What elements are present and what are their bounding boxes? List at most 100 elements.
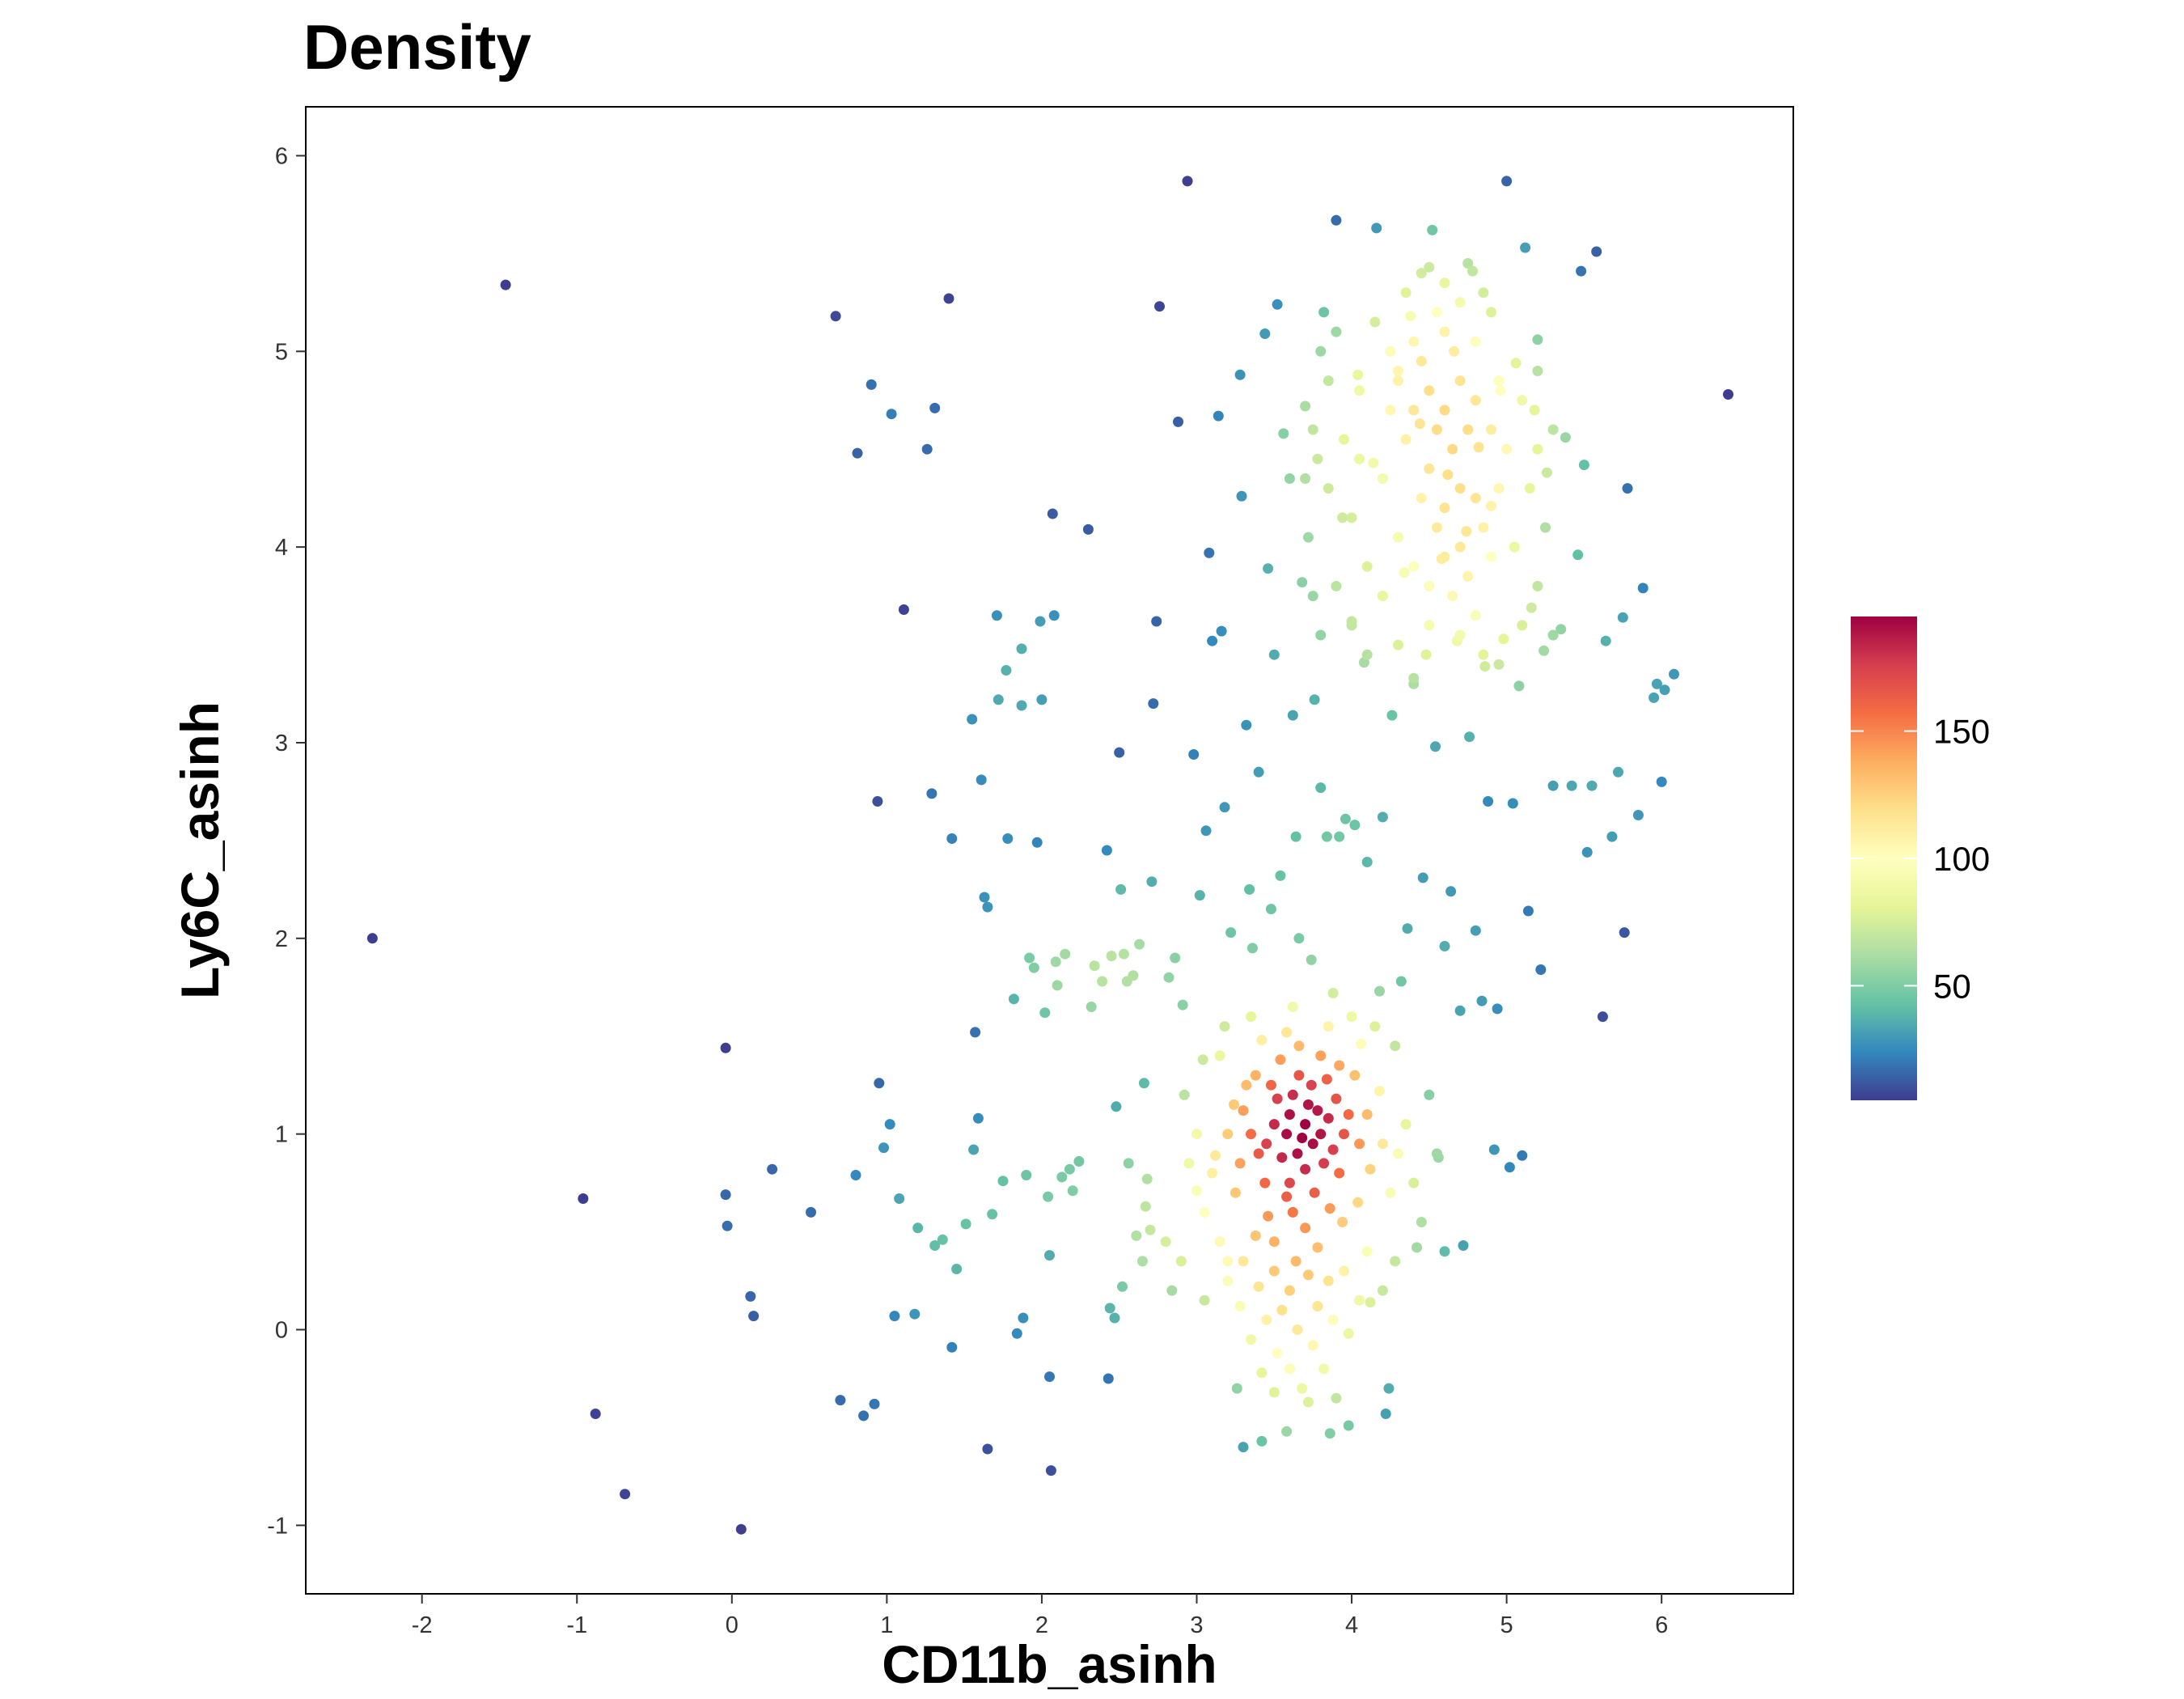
data-point bbox=[1238, 1256, 1249, 1267]
data-point bbox=[1424, 1089, 1435, 1100]
data-point bbox=[1173, 416, 1183, 427]
data-point bbox=[1290, 1256, 1302, 1267]
data-point bbox=[1352, 1197, 1364, 1208]
data-point bbox=[1470, 925, 1481, 936]
data-point bbox=[1234, 369, 1246, 380]
data-point bbox=[1250, 1230, 1261, 1241]
data-point bbox=[1207, 635, 1218, 646]
data-point bbox=[1238, 1442, 1249, 1453]
data-point bbox=[1219, 802, 1230, 813]
data-point bbox=[1458, 1240, 1469, 1251]
data-point bbox=[1354, 453, 1365, 464]
data-point bbox=[578, 1193, 589, 1204]
data-point bbox=[1204, 547, 1215, 558]
data-point bbox=[1067, 1185, 1078, 1197]
data-point bbox=[1194, 890, 1205, 901]
data-point bbox=[1445, 886, 1457, 897]
data-point bbox=[1597, 1011, 1608, 1023]
data-point bbox=[1131, 1230, 1142, 1241]
data-point bbox=[1086, 1002, 1097, 1012]
data-point bbox=[1517, 1150, 1528, 1161]
data-point bbox=[1166, 1285, 1178, 1296]
data-point bbox=[1486, 500, 1496, 511]
data-point bbox=[1600, 635, 1611, 646]
data-point bbox=[894, 1193, 905, 1204]
data-point bbox=[1374, 1086, 1385, 1096]
data-point bbox=[720, 1042, 731, 1053]
data-point bbox=[1200, 825, 1212, 837]
data-point bbox=[1275, 870, 1286, 881]
data-point bbox=[1327, 1314, 1339, 1325]
data-point bbox=[1179, 1089, 1190, 1100]
data-point bbox=[1236, 490, 1247, 502]
data-point bbox=[1246, 943, 1258, 954]
data-point bbox=[1089, 960, 1100, 972]
data-point bbox=[1334, 1060, 1345, 1071]
data-point bbox=[1479, 661, 1491, 672]
data-point bbox=[1470, 395, 1481, 406]
data-point bbox=[1408, 672, 1420, 684]
data-point bbox=[1447, 591, 1458, 602]
data-point bbox=[1177, 999, 1188, 1011]
data-point bbox=[993, 694, 1004, 705]
data-point bbox=[1276, 1304, 1288, 1316]
data-point bbox=[1383, 1383, 1395, 1394]
data-point bbox=[1498, 633, 1509, 645]
data-point bbox=[1278, 428, 1289, 439]
data-point bbox=[1532, 366, 1543, 376]
data-point bbox=[1547, 424, 1559, 435]
data-point bbox=[1312, 1242, 1323, 1253]
data-point bbox=[866, 379, 877, 390]
data-point bbox=[1263, 563, 1274, 574]
data-point bbox=[1151, 616, 1162, 627]
data-point bbox=[1160, 1236, 1171, 1248]
data-point bbox=[1439, 551, 1450, 562]
data-point bbox=[1002, 833, 1014, 844]
data-point bbox=[1045, 1465, 1056, 1477]
data-point bbox=[1300, 400, 1311, 412]
data-point bbox=[1454, 483, 1466, 494]
legend-tick-label: 100 bbox=[1933, 840, 1990, 878]
data-point bbox=[1302, 1269, 1314, 1281]
x-tick-label: 4 bbox=[1345, 1612, 1358, 1638]
data-point bbox=[1346, 512, 1357, 523]
data-point bbox=[1369, 1021, 1381, 1032]
data-point bbox=[1323, 1275, 1334, 1286]
data-point bbox=[943, 293, 954, 304]
data-point bbox=[889, 1311, 900, 1322]
data-point bbox=[960, 1218, 971, 1230]
data-point bbox=[1318, 307, 1330, 318]
data-point bbox=[1103, 1373, 1114, 1384]
data-point bbox=[1024, 952, 1035, 964]
data-point bbox=[1399, 567, 1410, 578]
data-point bbox=[1454, 297, 1466, 308]
data-point bbox=[1365, 1297, 1376, 1308]
data-point bbox=[1315, 782, 1327, 794]
data-point bbox=[1334, 831, 1345, 842]
data-point bbox=[1377, 1138, 1388, 1150]
data-point bbox=[1073, 1156, 1085, 1167]
data-point bbox=[1566, 780, 1577, 791]
data-point bbox=[1476, 995, 1488, 1006]
data-point bbox=[1470, 610, 1481, 621]
data-point bbox=[1309, 694, 1320, 705]
data-point bbox=[979, 892, 990, 903]
data-point bbox=[1222, 1275, 1234, 1286]
y-tick-label: 4 bbox=[275, 535, 288, 561]
data-point bbox=[1547, 629, 1559, 641]
data-point bbox=[1300, 1163, 1311, 1175]
data-point bbox=[929, 402, 941, 413]
data-point bbox=[898, 604, 909, 615]
data-point bbox=[1408, 405, 1420, 416]
data-point bbox=[1524, 483, 1535, 494]
data-point bbox=[1016, 643, 1027, 655]
color-legend: 50 100 150 bbox=[1851, 616, 1990, 1100]
y-axis-title: Ly6C_asinh bbox=[170, 701, 230, 999]
data-point bbox=[1439, 502, 1450, 514]
data-point bbox=[1136, 1256, 1148, 1267]
data-point bbox=[1028, 962, 1039, 973]
data-point bbox=[1517, 620, 1528, 631]
data-point bbox=[1259, 1177, 1271, 1188]
data-point bbox=[1464, 731, 1475, 743]
